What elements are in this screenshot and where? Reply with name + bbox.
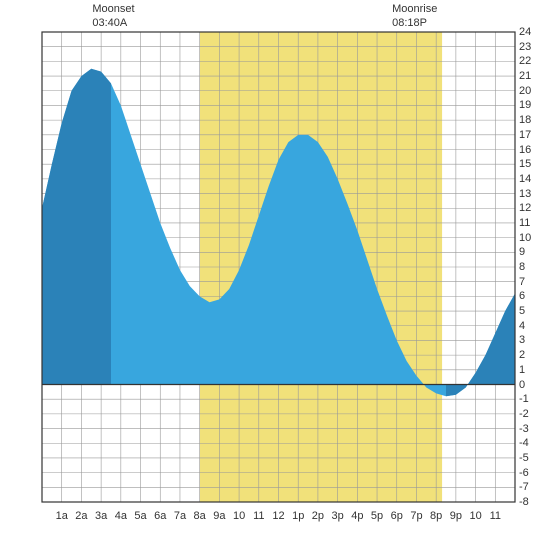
moonrise-label: Moonrise08:18P bbox=[392, 2, 437, 31]
x-tick-label: 11 bbox=[490, 510, 501, 522]
x-tick-label: 5a bbox=[134, 510, 146, 522]
y-tick-label: 5 bbox=[519, 305, 525, 317]
y-tick-label: -6 bbox=[519, 467, 529, 479]
y-tick-label: 20 bbox=[519, 85, 531, 97]
x-tick-label: 3a bbox=[95, 510, 107, 522]
x-tick-label: 3p bbox=[332, 510, 344, 522]
y-tick-label: -4 bbox=[519, 437, 529, 449]
y-tick-label: -3 bbox=[519, 423, 529, 435]
y-tick-label: 24 bbox=[519, 26, 531, 38]
y-tick-label: -1 bbox=[519, 393, 529, 405]
x-tick-label: 2p bbox=[312, 510, 324, 522]
y-tick-label: 10 bbox=[519, 232, 531, 244]
y-tick-label: 7 bbox=[519, 276, 525, 288]
y-tick-label: 23 bbox=[519, 41, 531, 53]
y-tick-label: 1 bbox=[519, 364, 525, 376]
x-tick-label: 6a bbox=[154, 510, 166, 522]
y-tick-label: 16 bbox=[519, 144, 531, 156]
moonset-label: Moonset03:40A bbox=[92, 2, 134, 31]
x-tick-label: 11 bbox=[253, 510, 264, 522]
x-tick-label: 7p bbox=[410, 510, 422, 522]
y-tick-label: -2 bbox=[519, 408, 529, 420]
y-tick-label: 11 bbox=[519, 217, 530, 229]
y-tick-label: 22 bbox=[519, 55, 531, 67]
y-tick-label: 0 bbox=[519, 379, 525, 391]
x-tick-label: 9p bbox=[450, 510, 462, 522]
y-tick-label: 19 bbox=[519, 99, 531, 111]
x-tick-label: 1a bbox=[56, 510, 68, 522]
y-tick-label: 9 bbox=[519, 246, 525, 258]
y-tick-label: 21 bbox=[519, 70, 531, 82]
x-tick-label: 5p bbox=[371, 510, 383, 522]
x-tick-label: 4a bbox=[115, 510, 127, 522]
x-tick-label: 1p bbox=[292, 510, 304, 522]
y-tick-label: 3 bbox=[519, 334, 525, 346]
x-tick-label: 9a bbox=[213, 510, 225, 522]
x-tick-label: 6p bbox=[391, 510, 403, 522]
y-tick-label: 14 bbox=[519, 173, 531, 185]
y-tick-label: 18 bbox=[519, 114, 531, 126]
x-tick-label: 7a bbox=[174, 510, 186, 522]
x-tick-label: 12 bbox=[272, 510, 284, 522]
y-tick-label: 12 bbox=[519, 202, 531, 214]
y-tick-label: -7 bbox=[519, 481, 529, 493]
x-tick-label: 8a bbox=[194, 510, 206, 522]
y-tick-label: 8 bbox=[519, 261, 525, 273]
y-tick-label: 17 bbox=[519, 129, 531, 141]
x-tick-label: 4p bbox=[351, 510, 363, 522]
x-tick-label: 2a bbox=[75, 510, 87, 522]
y-tick-label: 2 bbox=[519, 349, 525, 361]
chart-plot-area bbox=[0, 0, 550, 550]
x-tick-label: 10 bbox=[469, 510, 481, 522]
y-tick-label: 6 bbox=[519, 290, 525, 302]
y-tick-label: -8 bbox=[519, 496, 529, 508]
tide-chart: -8-7-6-5-4-3-2-1012345678910111213141516… bbox=[0, 0, 550, 550]
y-tick-label: 4 bbox=[519, 320, 525, 332]
y-tick-label: -5 bbox=[519, 452, 529, 464]
x-tick-label: 8p bbox=[430, 510, 442, 522]
y-tick-label: 13 bbox=[519, 188, 531, 200]
y-tick-label: 15 bbox=[519, 158, 531, 170]
x-tick-label: 10 bbox=[233, 510, 245, 522]
